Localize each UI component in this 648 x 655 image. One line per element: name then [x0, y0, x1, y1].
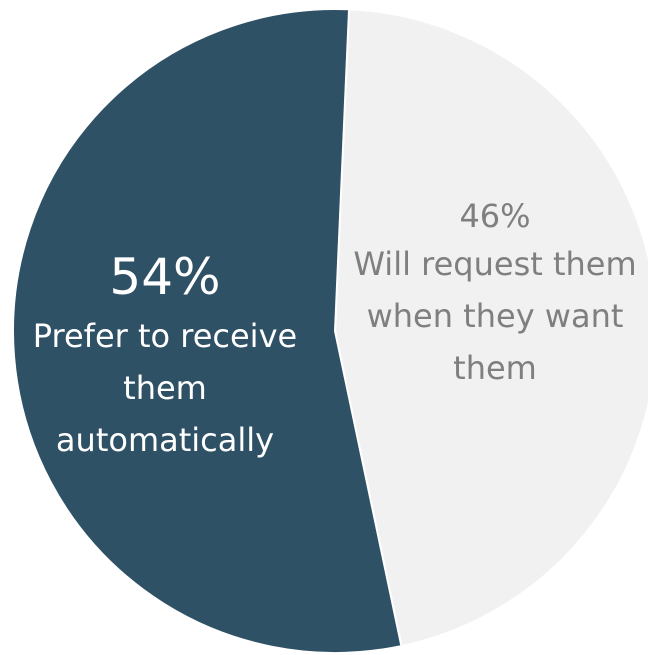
pie-slice-automatic [12, 8, 403, 654]
slice-description-request: Will request them when they want them [353, 245, 637, 387]
slice-label-automatic: 54% Prefer to receive them automatically [10, 244, 320, 466]
slice-value-automatic: 54% [109, 248, 221, 306]
pie-slices [12, 8, 648, 654]
slice-value-request: 46% [459, 197, 531, 235]
pie-slice-request [333, 8, 648, 648]
slice-label-request: 46% Will request them when they want the… [336, 194, 648, 394]
slice-description-automatic: Prefer to receive them automatically [32, 317, 298, 459]
